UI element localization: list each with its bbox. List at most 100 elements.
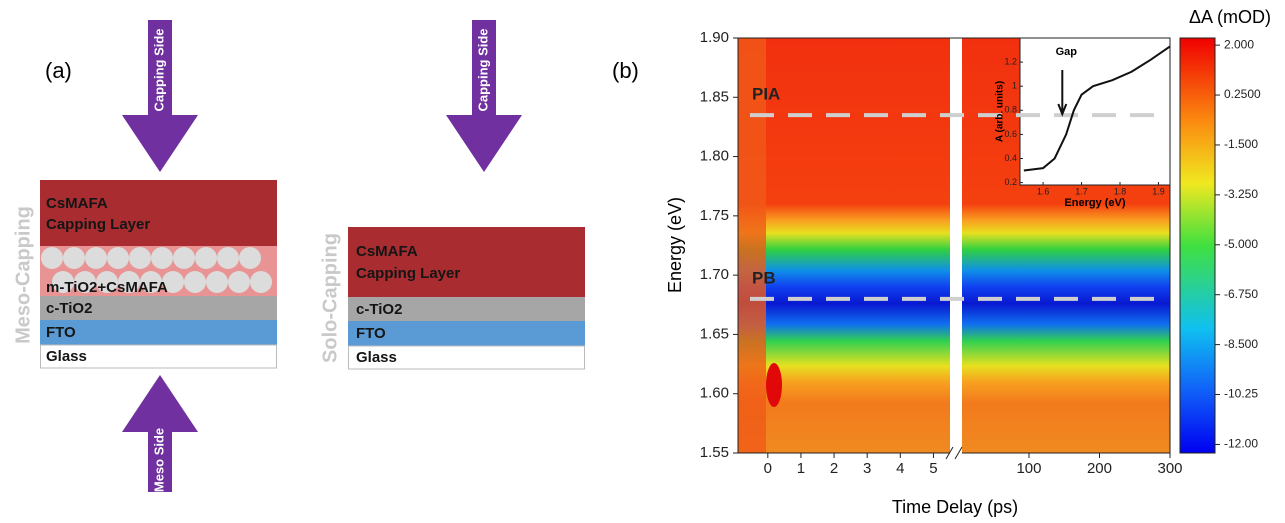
particle bbox=[217, 247, 239, 269]
y-tick-label: 1.90 bbox=[700, 29, 729, 46]
inset-frame bbox=[1019, 37, 1171, 186]
inset-annotation: Gap bbox=[1056, 46, 1078, 58]
panel-label: (a) bbox=[45, 58, 72, 83]
colorbar-tick-label: 0.2500 bbox=[1224, 87, 1261, 101]
particle bbox=[228, 271, 250, 293]
x-tick-label: 1 bbox=[797, 460, 805, 477]
inset-x-tick-label: 1.8 bbox=[1114, 186, 1127, 196]
particle bbox=[239, 247, 261, 269]
colorbar bbox=[1179, 37, 1216, 454]
panel-label: (b) bbox=[612, 58, 639, 83]
layer-label: FTO bbox=[46, 324, 76, 341]
particle bbox=[74, 271, 96, 293]
arrow: Capping Side bbox=[122, 20, 198, 172]
stack-name: Meso-Capping bbox=[12, 206, 34, 344]
annotation-label: PB bbox=[752, 268, 776, 287]
heatmap-feature bbox=[766, 363, 782, 407]
particle bbox=[184, 271, 206, 293]
y-tick-label: 1.70 bbox=[700, 266, 729, 283]
layer bbox=[348, 297, 585, 321]
layer-label: Capping Layer bbox=[46, 216, 150, 233]
arrow-label: Capping Side bbox=[151, 28, 166, 111]
x-tick-label: 300 bbox=[1157, 460, 1182, 477]
particle bbox=[173, 247, 195, 269]
particle bbox=[129, 247, 151, 269]
layer bbox=[348, 321, 585, 346]
inset-y-tick-label: 0.4 bbox=[1004, 153, 1017, 163]
inset-curve bbox=[1023, 45, 1171, 172]
axis-title: Time Delay (ps) bbox=[892, 497, 1018, 517]
stack-name: Solo-Capping bbox=[319, 233, 341, 363]
particle bbox=[52, 271, 74, 293]
layer-label: Capping Layer bbox=[356, 265, 460, 282]
particle bbox=[162, 271, 184, 293]
colorbar-tick-label: -1.500 bbox=[1224, 137, 1258, 151]
heatmap-field bbox=[738, 38, 766, 453]
colorbar-tick-label: 2.000 bbox=[1224, 37, 1254, 51]
particle bbox=[96, 271, 118, 293]
y-tick-label: 1.75 bbox=[700, 207, 729, 224]
inset-x-tick-label: 1.9 bbox=[1152, 186, 1165, 196]
layer bbox=[40, 296, 277, 320]
colorbar-tick-label: -6.750 bbox=[1224, 287, 1258, 301]
layer-label: CsMAFA bbox=[46, 195, 108, 212]
layer-label: Glass bbox=[356, 349, 397, 366]
x-tick-label: 5 bbox=[929, 460, 937, 477]
colorbar-tick-label: -3.250 bbox=[1224, 187, 1258, 201]
inset-y-tick-label: 0.6 bbox=[1004, 129, 1017, 139]
particle bbox=[206, 271, 228, 293]
layer bbox=[40, 320, 277, 345]
particle bbox=[41, 247, 63, 269]
particle bbox=[140, 271, 162, 293]
layer-label: c-TiO2 bbox=[356, 301, 402, 318]
inset-axis-title: Energy (eV) bbox=[1064, 197, 1125, 209]
particle bbox=[63, 247, 85, 269]
annotation-label: PIA bbox=[752, 85, 780, 104]
layer bbox=[348, 345, 585, 370]
arrow: Capping Side bbox=[446, 20, 522, 172]
gap-arrow bbox=[1057, 70, 1068, 117]
y-tick-label: 1.80 bbox=[700, 148, 729, 165]
layer bbox=[40, 180, 277, 246]
solo-stack: CsMAFA Capping Layer c-TiO2 FTO Glass So… bbox=[319, 227, 585, 370]
x-tick-label: 3 bbox=[863, 460, 871, 477]
particle bbox=[85, 247, 107, 269]
particle bbox=[118, 271, 140, 293]
colorbar-title: ΔA (mOD) bbox=[1189, 7, 1271, 27]
inset-x-tick-label: 1.6 bbox=[1037, 186, 1050, 196]
layer bbox=[40, 344, 277, 369]
layer-label: Glass bbox=[46, 348, 87, 365]
arrow-label: Meso Side bbox=[151, 428, 166, 492]
meso-stack: CsMAFA Capping Layer m-TiO2+CsMAFA c-TiO… bbox=[12, 180, 277, 369]
particle bbox=[107, 247, 129, 269]
axis-break bbox=[950, 448, 962, 458]
axis-break bbox=[945, 446, 963, 460]
inset-y-tick-label: 1 bbox=[1012, 81, 1017, 91]
particle bbox=[250, 271, 272, 293]
colorbar-tick-label: -12.00 bbox=[1224, 437, 1258, 451]
inset-y-tick-label: 0.2 bbox=[1004, 177, 1017, 187]
layer bbox=[348, 227, 585, 297]
particle bbox=[151, 247, 173, 269]
arrow: Meso Side bbox=[122, 375, 198, 492]
particle bbox=[195, 247, 217, 269]
colorbar-tick-label: -5.000 bbox=[1224, 237, 1258, 251]
x-tick-label: 4 bbox=[896, 460, 904, 477]
layer-label: FTO bbox=[356, 325, 386, 342]
layer-label: c-TiO2 bbox=[46, 300, 92, 317]
y-tick-label: 1.85 bbox=[700, 88, 729, 105]
colorbar-tick-label: -8.500 bbox=[1224, 337, 1258, 351]
arrow-label: Capping Side bbox=[475, 28, 490, 111]
y-tick-label: 1.65 bbox=[700, 325, 729, 342]
y-tick-label: 1.55 bbox=[700, 444, 729, 461]
x-tick-label: 2 bbox=[830, 460, 838, 477]
colorbar-tick-label: -10.25 bbox=[1224, 387, 1258, 401]
y-tick-label: 1.60 bbox=[700, 385, 729, 402]
x-tick-label: 200 bbox=[1087, 460, 1112, 477]
inset-axis-title: A (arb. units) bbox=[995, 81, 1006, 142]
inset-x-tick-label: 1.7 bbox=[1075, 186, 1088, 196]
layer-label: CsMAFA bbox=[356, 243, 418, 260]
inset-y-tick-label: 0.8 bbox=[1004, 105, 1017, 115]
axis-break bbox=[950, 36, 962, 456]
